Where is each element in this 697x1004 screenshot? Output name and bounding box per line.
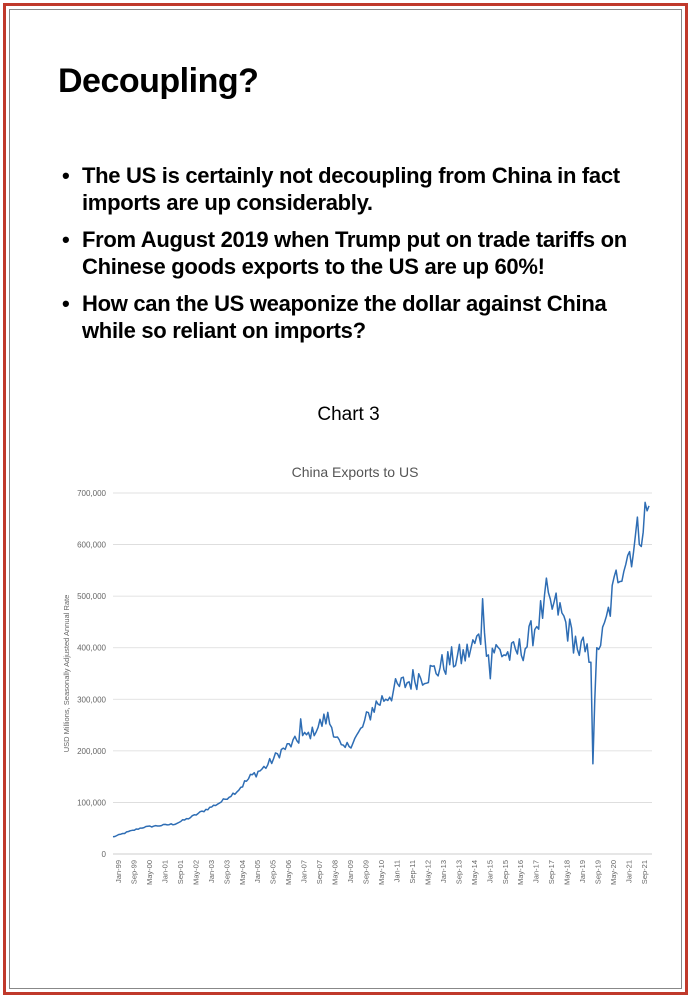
x-tick-label: Sep-21 (640, 860, 649, 884)
y-tick-label: 600,000 (77, 541, 106, 550)
x-tick-label: May-14 (470, 860, 479, 885)
chart-gridlines (113, 492, 652, 855)
bullet-text: The US is certainly not decoupling from … (82, 163, 620, 215)
x-tick-label: May-00 (145, 860, 154, 885)
y-tick-label: 700,000 (77, 489, 106, 498)
slide-title: Decoupling? (58, 62, 259, 100)
bullet-item: • From August 2019 when Trump put on trad… (62, 226, 662, 280)
chart-y-axis-label: USD Millions, Seasonally Adjusted Annual… (62, 595, 71, 753)
x-tick-label: May-16 (516, 860, 525, 885)
series-line (112, 501, 650, 838)
x-tick-label: Jan-13 (439, 860, 448, 883)
x-tick-label: May-12 (423, 860, 432, 885)
y-tick-label: 300,000 (77, 695, 106, 704)
x-tick-label: Jan-99 (114, 860, 123, 883)
x-tick-label: Jan-01 (160, 860, 169, 883)
x-tick-label: May-02 (191, 860, 200, 885)
chart-y-ticks: 0 100,000 200,000 300,000 400,000 500,000 600,… (77, 489, 106, 859)
y-tick-label: 100,000 (77, 798, 106, 807)
chart-caption: Chart 3 (317, 404, 380, 425)
x-tick-label: Jan-17 (532, 860, 541, 883)
chart-series-group (112, 501, 650, 838)
x-tick-label: Sep-17 (547, 860, 556, 884)
x-tick-label: Jan-09 (346, 860, 355, 883)
x-tick-label: Jan-11 (392, 860, 401, 882)
x-tick-label: Sep-19 (594, 860, 603, 884)
bullet-text: How can the US weaponize the dollar agai… (82, 291, 607, 343)
x-tick-label: May-08 (331, 860, 340, 885)
x-tick-label: Jan-15 (485, 860, 494, 883)
x-tick-label: Jan-21 (625, 860, 634, 883)
x-tick-label: Sep-99 (129, 860, 138, 884)
chart-title: China Exports to US (292, 464, 419, 480)
bullet-item: • How can the US weaponize the dollar aga… (62, 290, 662, 344)
x-tick-label: May-20 (609, 860, 618, 885)
bullet-item: • The US is certainly not decoupling from… (62, 162, 662, 216)
x-tick-label: Sep-11 (408, 860, 417, 884)
x-tick-label: Jan-07 (300, 860, 309, 883)
y-tick-label: 200,000 (77, 747, 106, 756)
x-tick-label: Sep-07 (315, 860, 324, 884)
x-tick-label: Sep-01 (176, 860, 185, 884)
slide-frame (3, 3, 688, 995)
x-tick-label: May-06 (284, 860, 293, 885)
bullet-text: From August 2019 when Trump put on trade… (82, 227, 627, 279)
x-tick-label: Sep-03 (222, 860, 231, 884)
x-tick-label: Sep-15 (501, 860, 510, 884)
x-tick-label: Jan-03 (207, 860, 216, 883)
y-tick-label: 400,000 (77, 644, 106, 653)
bullet-dot: • (62, 291, 70, 316)
x-tick-label: May-10 (377, 860, 386, 885)
slide-inner-border (9, 9, 682, 989)
x-tick-label: Sep-13 (454, 860, 463, 884)
bullet-dot: • (62, 163, 70, 188)
x-tick-label: May-18 (563, 860, 572, 885)
y-tick-label: 0 (102, 850, 107, 859)
y-tick-label: 500,000 (77, 592, 106, 601)
bullet-dot: • (62, 227, 70, 252)
x-tick-label: Jan-05 (253, 860, 262, 883)
bullet-list: • The US is certainly not decoupling from… (62, 162, 662, 354)
x-tick-label: Sep-09 (362, 860, 371, 884)
x-tick-label: May-04 (238, 860, 247, 885)
line-chart: China Exports to US 0 100,000 200,000 300,0… (62, 464, 652, 885)
chart-x-ticks: Jan-99 Sep-99 May-00 Jan-01 Sep-01 May-02 Jan-… (114, 860, 649, 885)
x-tick-label: Jan-19 (578, 860, 587, 883)
x-tick-label: Sep-05 (269, 860, 278, 884)
